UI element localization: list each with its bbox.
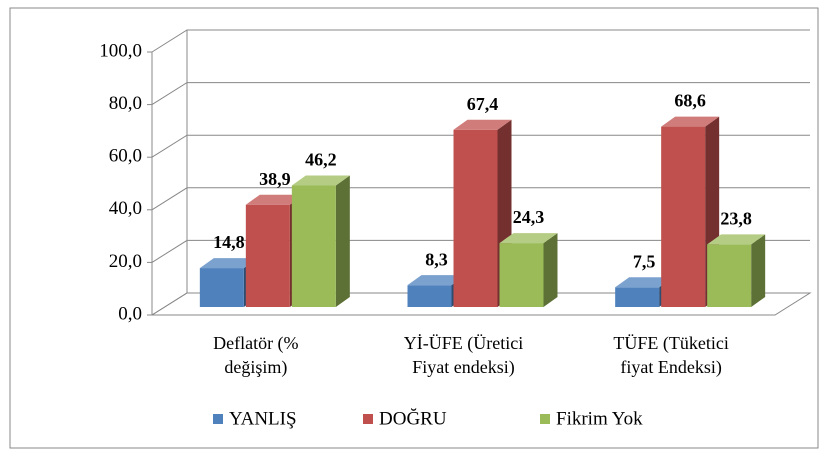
legend-swatch (540, 414, 550, 424)
bar-top (615, 277, 674, 288)
bar-top (245, 194, 304, 205)
bar-side (543, 233, 558, 307)
bar-top (707, 234, 766, 245)
x-tick-label: TÜFE (Tüketici (613, 333, 728, 354)
grid-line (151, 187, 810, 211)
grid-line (151, 292, 810, 316)
bar (291, 185, 336, 307)
bar (615, 287, 660, 307)
grid-line (151, 82, 810, 106)
legend-swatch (363, 414, 373, 424)
x-tick-label: Yİ-ÜFE (Üretici (404, 333, 523, 354)
data-label: 14,8 (213, 232, 245, 252)
bar-top (199, 258, 258, 269)
bar-top (407, 275, 466, 286)
y-tick-label: 100,0 (99, 40, 142, 61)
x-tick-label: Deflatör (% (213, 333, 298, 354)
x-tick-label: değişim) (224, 357, 287, 378)
y-tick-label: 20,0 (109, 251, 142, 272)
x-tick-label: fiyat Endeksi) (620, 357, 721, 378)
bar (245, 204, 290, 307)
bar-side (335, 175, 350, 307)
data-label: 8,3 (425, 249, 448, 269)
y-tick-label: 80,0 (109, 93, 142, 114)
grid-line (151, 29, 810, 53)
data-label: 23,8 (720, 209, 752, 229)
bar (407, 285, 452, 307)
y-tick-label: 40,0 (109, 198, 142, 219)
data-label: 46,2 (305, 150, 337, 170)
bar-top (291, 175, 350, 186)
legend-label: Fikrim Yok (556, 408, 643, 429)
legend-label: YANLIŞ (229, 408, 297, 429)
data-label: 24,3 (513, 207, 545, 227)
x-tick-label: Fiyat endeksi) (412, 357, 514, 378)
bar (453, 129, 498, 307)
data-label: 67,4 (467, 94, 499, 114)
bar (707, 244, 752, 307)
data-label: 68,6 (674, 91, 706, 111)
data-label: 7,5 (633, 251, 656, 271)
bar (499, 243, 544, 307)
bar (661, 126, 706, 307)
y-tick-label: 60,0 (109, 146, 142, 167)
bar-top (661, 116, 720, 127)
bar-top (499, 233, 558, 244)
grid-line (151, 239, 810, 263)
y-tick-label: 0,0 (118, 303, 142, 324)
legend-swatch (213, 414, 223, 424)
legend-label: DOĞRU (379, 407, 447, 429)
bar-top (453, 119, 512, 130)
data-label: 38,9 (259, 169, 291, 189)
grid-line (151, 134, 810, 158)
bar (199, 268, 244, 307)
bar-side (751, 234, 766, 307)
